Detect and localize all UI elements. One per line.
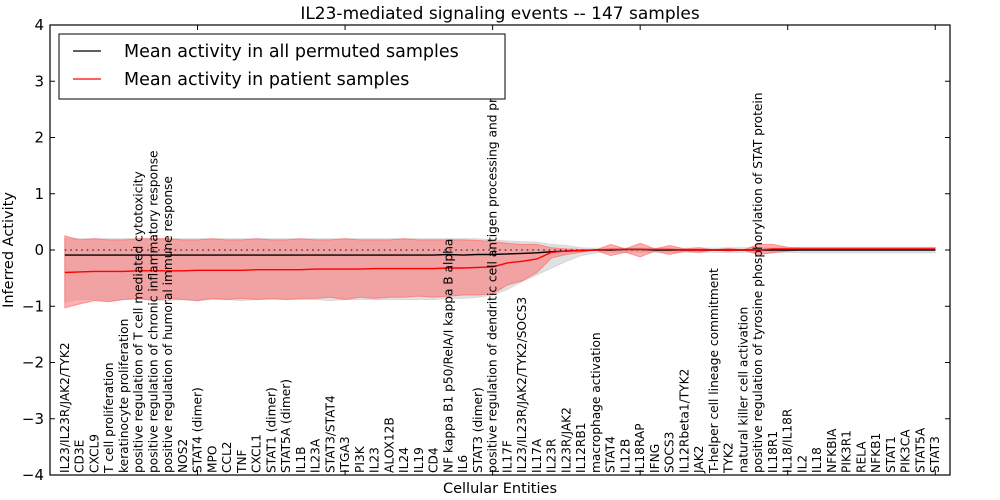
y-tick-label: −4 <box>22 466 44 484</box>
category-label: IL12RB1 <box>574 423 588 473</box>
category-label: STAT1 <box>884 436 898 473</box>
category-label: TYK2 <box>722 442 736 474</box>
category-label: IL17F <box>500 440 514 473</box>
category-label: STAT5A (dimer) <box>279 379 293 473</box>
category-label: PIK3CA <box>899 429 913 473</box>
y-axis: −4 −3 −2 −1 0 1 2 3 4 <box>22 16 950 484</box>
category-label: CXCL9 <box>87 434 101 473</box>
category-label: CD3E <box>73 440 87 473</box>
y-tick-label: −1 <box>22 297 44 315</box>
category-label: positive regulation of tyrosine phosphor… <box>751 93 765 473</box>
category-label: STAT1 (dimer) <box>264 387 278 473</box>
y-axis-label: Inferred Activity <box>1 192 17 308</box>
category-label: macrophage activation <box>589 332 603 473</box>
category-label: positive regulation of humoral immune re… <box>161 176 175 473</box>
category-label: TNF <box>235 449 249 474</box>
category-label: PI3K <box>353 445 367 473</box>
category-label: STAT3/STAT4 <box>323 395 337 473</box>
category-label: JAK2 <box>692 446 706 474</box>
category-label: positive regulation of dendritic cell an… <box>486 34 500 473</box>
category-label: CCL2 <box>220 441 234 473</box>
category-label: IL23R/JAK2 <box>559 407 573 473</box>
category-label: positive regulation of chronic inflammat… <box>146 150 160 473</box>
x-axis-ticks <box>197 25 936 475</box>
category-label: IL23A <box>309 438 323 473</box>
y-tick-label: −3 <box>22 410 44 428</box>
y-tick-label: 3 <box>34 72 44 90</box>
category-label: CD4 <box>427 447 441 473</box>
category-label: RELA <box>855 441 869 473</box>
lines-layer <box>64 248 936 274</box>
category-label: IL24 <box>397 447 411 473</box>
category-label: ALOX12B <box>382 417 396 473</box>
category-label: MPO <box>205 446 219 473</box>
category-label: STAT3 (dimer) <box>471 387 485 473</box>
category-label: IFNG <box>648 444 662 473</box>
category-label: ITGA3 <box>338 436 352 473</box>
category-label: NOS2 <box>176 439 190 473</box>
legend-label-permuted: Mean activity in all permuted samples <box>124 42 459 62</box>
line-patient <box>64 248 936 274</box>
category-label: STAT3 <box>928 436 942 473</box>
category-label: IL18/IL18R <box>781 408 795 473</box>
category-label: IL18R1 <box>766 431 780 473</box>
line-permuted <box>64 248 936 256</box>
category-label: STAT4 <box>604 436 618 473</box>
x-axis-label: Cellular Entities <box>443 481 557 497</box>
category-labels: IL23/IL23R/JAK2/TYK2 CD3E CXCL9 T cell prol… <box>58 34 942 474</box>
y-tick-label: 1 <box>34 185 44 203</box>
category-label: NFKBIA <box>825 428 839 473</box>
category-label: IL18RAP <box>633 423 647 473</box>
category-label: IL6 <box>456 455 470 473</box>
category-label: positive regulation of T cell mediated c… <box>132 171 146 473</box>
category-label: NFKB1 <box>869 433 883 473</box>
legend-label-patient: Mean activity in patient samples <box>124 70 409 90</box>
bands-layer <box>64 235 936 309</box>
category-label: T cell proliferation <box>102 363 116 475</box>
category-label: IL12Rbeta1/TYK2 <box>677 369 691 473</box>
category-label: NF kappa B1 p50/RelA/I kappa B alpha <box>441 239 455 473</box>
category-label: IL23 <box>368 447 382 473</box>
y-tick-label: 4 <box>34 16 44 34</box>
category-label: STAT4 (dimer) <box>191 387 205 473</box>
legend-box <box>58 33 506 100</box>
category-label: CXCL1 <box>250 434 264 473</box>
category-label: IL23R <box>545 438 559 473</box>
y-tick-label: 2 <box>34 129 44 147</box>
category-label: IL1B <box>294 447 308 474</box>
category-label: IL23/IL23R/JAK2/TYK2 <box>58 342 72 473</box>
y-tick-label: 0 <box>34 241 44 259</box>
category-label: IL17A <box>530 438 544 473</box>
category-label: keratinocyte proliferation <box>117 319 131 473</box>
category-label: IL19 <box>412 447 426 473</box>
legend: Mean activity in all permuted samples Me… <box>58 33 506 100</box>
category-label: IL2 <box>796 455 810 473</box>
category-label: IL12B <box>618 439 632 473</box>
category-label: T-helper cell lineage commitment <box>707 268 721 474</box>
category-label: IL18 <box>810 447 824 473</box>
category-label: PIK3R1 <box>840 430 854 473</box>
category-label: STAT5A <box>914 427 928 473</box>
category-label: IL23/IL23R/JAK2/TYK2/SOCS3 <box>515 297 529 473</box>
chart-title: IL23-mediated signaling events -- 147 sa… <box>300 4 700 24</box>
category-label: SOCS3 <box>663 432 677 473</box>
category-label: natural killer cell activation <box>736 307 750 473</box>
y-tick-label: −2 <box>22 354 44 372</box>
